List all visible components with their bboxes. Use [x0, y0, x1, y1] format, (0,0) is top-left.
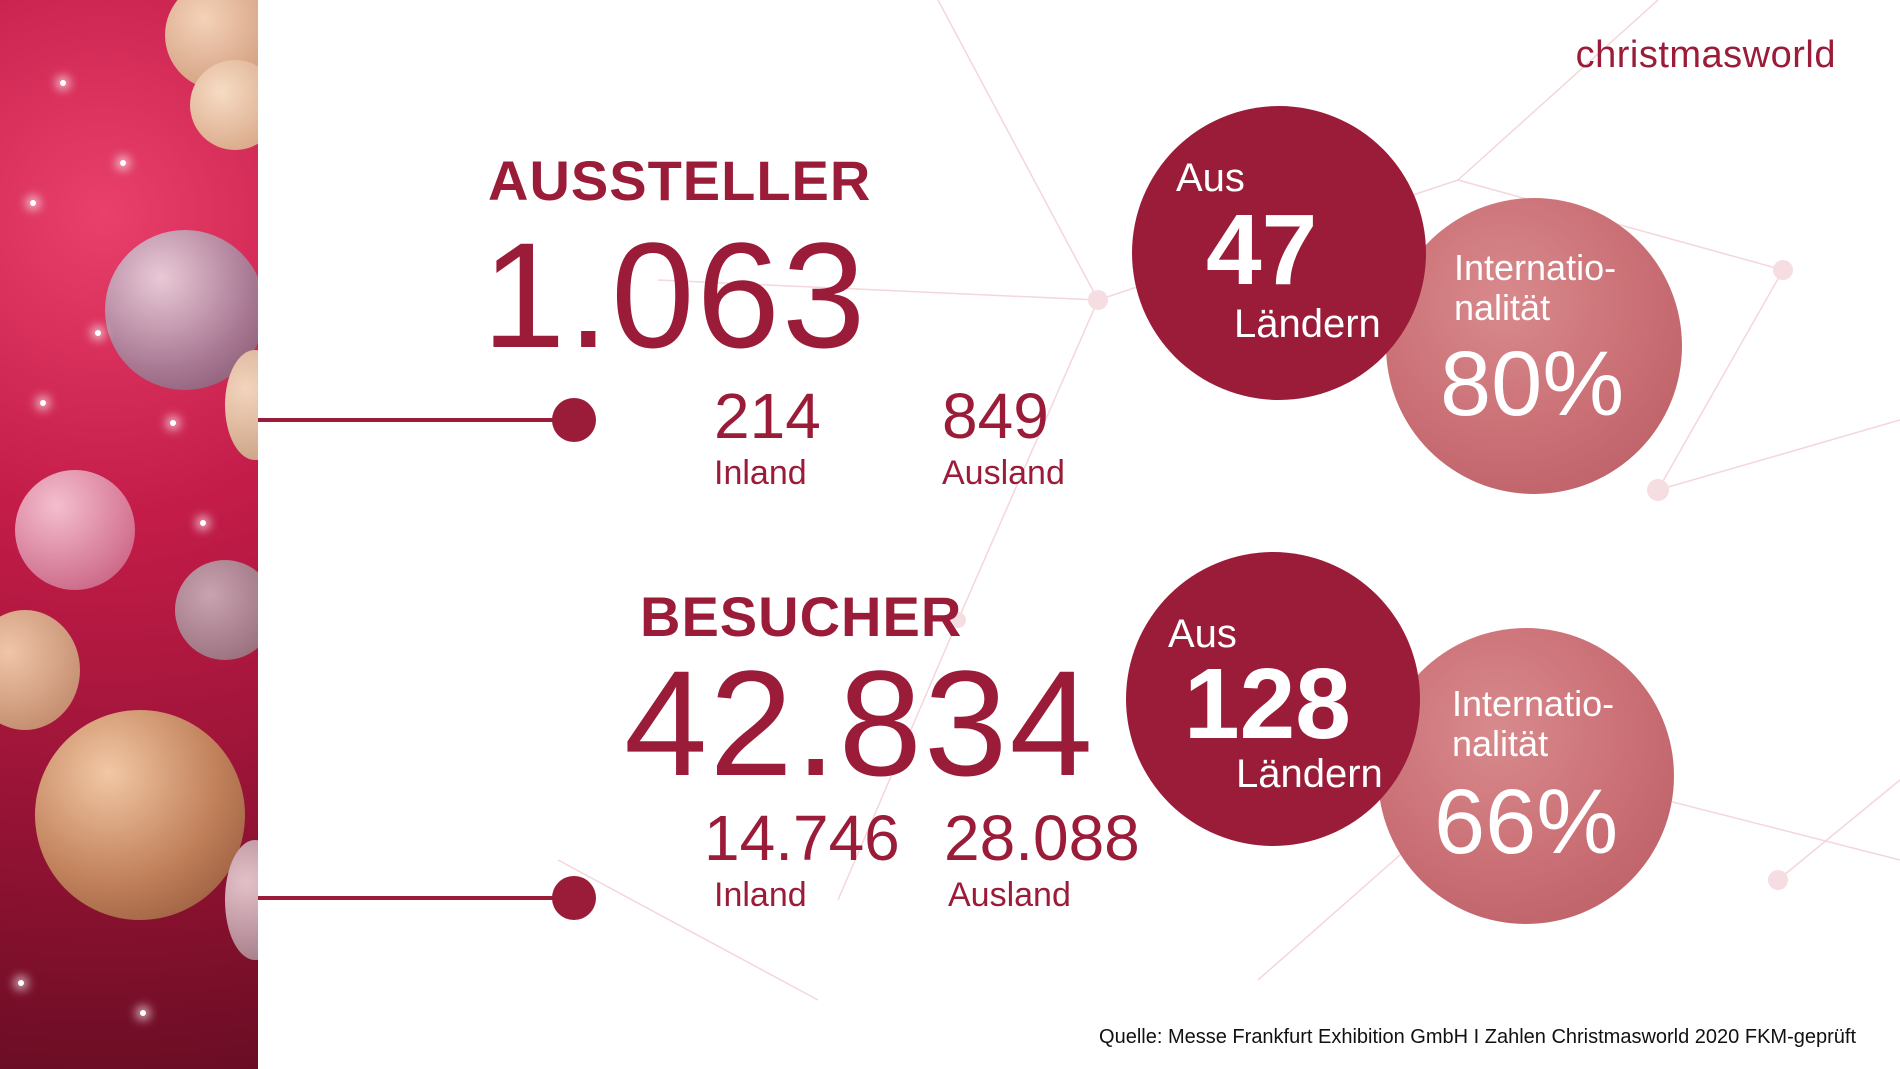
visitors-foreign-label: Ausland — [948, 876, 1071, 914]
exhibitors-internationality-circle: Internatio- nalität 80% — [1386, 198, 1682, 494]
visitors-connector-dot — [552, 876, 596, 920]
visitors-countries-circle: Aus 128 Ländern — [1126, 552, 1420, 846]
exhibitors-foreign-label: Ausland — [942, 454, 1065, 492]
exhibitors-title: AUSSTELLER — [488, 149, 872, 212]
visitors-intl-value: 66% — [1434, 771, 1619, 873]
exhibitors-total: 1.063 — [482, 211, 868, 379]
visitors-total: 42.834 — [624, 639, 1095, 807]
exhibitors-countries-value: 47 — [1206, 194, 1318, 306]
visitors-countries-suffix: Ländern — [1236, 752, 1383, 796]
exhibitors-domestic-value: 214 — [714, 380, 821, 452]
exhibitors-connector-line — [258, 418, 574, 422]
visitors-domestic-value: 14.746 — [704, 802, 900, 874]
visitors-intl-label-line1: Internatio- — [1452, 683, 1615, 724]
visitors-title: BESUCHER — [640, 585, 963, 648]
visitors-intl-label-line2: nalität — [1452, 723, 1549, 764]
exhibitors-foreign-value: 849 — [942, 380, 1049, 452]
visitors-countries-value: 128 — [1184, 648, 1351, 760]
exhibitors-intl-label-line2: nalität — [1454, 287, 1551, 328]
visitors-countries-prefix: Aus — [1168, 612, 1237, 656]
exhibitors-intl-label-line1: Internatio- — [1454, 247, 1617, 288]
visitors-domestic-label: Inland — [714, 876, 807, 914]
exhibitors-intl-value: 80% — [1440, 333, 1625, 435]
source-footnote: Quelle: Messe Frankfurt Exhibition GmbH … — [1099, 1026, 1856, 1048]
visitors-connector-line — [258, 896, 574, 900]
exhibitors-domestic-label: Inland — [714, 454, 807, 492]
exhibitors-countries-prefix: Aus — [1176, 156, 1245, 200]
exhibitors-countries-suffix: Ländern — [1234, 302, 1381, 346]
visitors-internationality-circle: Internatio- nalität 66% — [1378, 628, 1674, 924]
visitors-foreign-value: 28.088 — [944, 802, 1140, 874]
christmasworld-logo: christmasworld — [1575, 34, 1836, 76]
decorative-ornaments-image — [0, 0, 258, 1069]
exhibitors-countries-circle: Aus 47 Ländern — [1132, 106, 1426, 400]
exhibitors-connector-dot — [552, 398, 596, 442]
